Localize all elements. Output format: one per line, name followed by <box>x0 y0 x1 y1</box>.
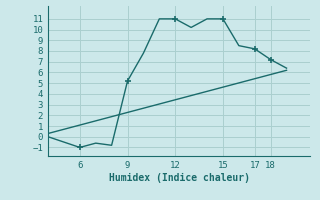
X-axis label: Humidex (Indice chaleur): Humidex (Indice chaleur) <box>109 173 250 183</box>
